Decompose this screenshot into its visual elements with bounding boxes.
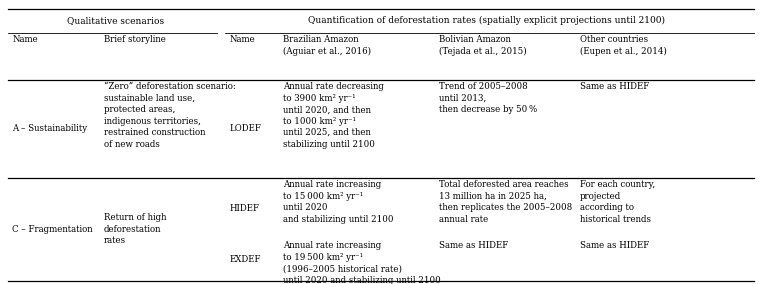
Text: Annual rate increasing
to 19 500 km² yr⁻¹
(1996–2005 historical rate)
until 2020: Annual rate increasing to 19 500 km² yr⁻… bbox=[283, 241, 440, 284]
Text: Total deforested area reaches
13 million ha in 2025 ha,
then replicates the 2005: Total deforested area reaches 13 million… bbox=[439, 180, 572, 224]
Text: Same as HIDEF: Same as HIDEF bbox=[439, 241, 508, 250]
Text: C – Fragmentation: C – Fragmentation bbox=[12, 225, 93, 234]
Text: Brazilian Amazon
(Aguiar et al., 2016): Brazilian Amazon (Aguiar et al., 2016) bbox=[283, 36, 371, 56]
Text: Same as HIDEF: Same as HIDEF bbox=[580, 241, 649, 250]
Text: EXDEF: EXDEF bbox=[229, 255, 261, 264]
Text: Quantification of deforestation rates (spatially explicit projections until 2100: Quantification of deforestation rates (s… bbox=[308, 16, 664, 25]
Text: Name: Name bbox=[229, 36, 255, 45]
Text: Name: Name bbox=[12, 36, 38, 45]
Text: Qualitative scenarios: Qualitative scenarios bbox=[67, 16, 165, 25]
Text: “Zero” deforestation scenario:
sustainable land use,
protected areas,
indigenous: “Zero” deforestation scenario: sustainab… bbox=[104, 82, 235, 149]
Text: Bolivian Amazon
(Tejada et al., 2015): Bolivian Amazon (Tejada et al., 2015) bbox=[439, 36, 527, 56]
Text: HIDEF: HIDEF bbox=[229, 204, 259, 212]
Text: A – Sustainability: A – Sustainability bbox=[12, 124, 88, 133]
Text: Same as HIDEF: Same as HIDEF bbox=[580, 82, 649, 91]
Text: Annual rate decreasing
to 3900 km² yr⁻¹
until 2020, and then
to 1000 km² yr⁻¹
un: Annual rate decreasing to 3900 km² yr⁻¹ … bbox=[283, 82, 383, 149]
Text: Other countries
(Eupen et al., 2014): Other countries (Eupen et al., 2014) bbox=[580, 36, 667, 56]
Text: Brief storyline: Brief storyline bbox=[104, 36, 165, 45]
Text: Return of high
deforestation
rates: Return of high deforestation rates bbox=[104, 213, 166, 245]
Text: Annual rate increasing
to 15 000 km² yr⁻¹
until 2020
and stabilizing until 2100: Annual rate increasing to 15 000 km² yr⁻… bbox=[283, 180, 393, 224]
Text: LODEF: LODEF bbox=[229, 124, 261, 133]
Text: For each country,
projected
according to
historical trends: For each country, projected according to… bbox=[580, 180, 655, 224]
Text: Trend of 2005–2008
until 2013,
then decrease by 50 %: Trend of 2005–2008 until 2013, then decr… bbox=[439, 82, 537, 114]
